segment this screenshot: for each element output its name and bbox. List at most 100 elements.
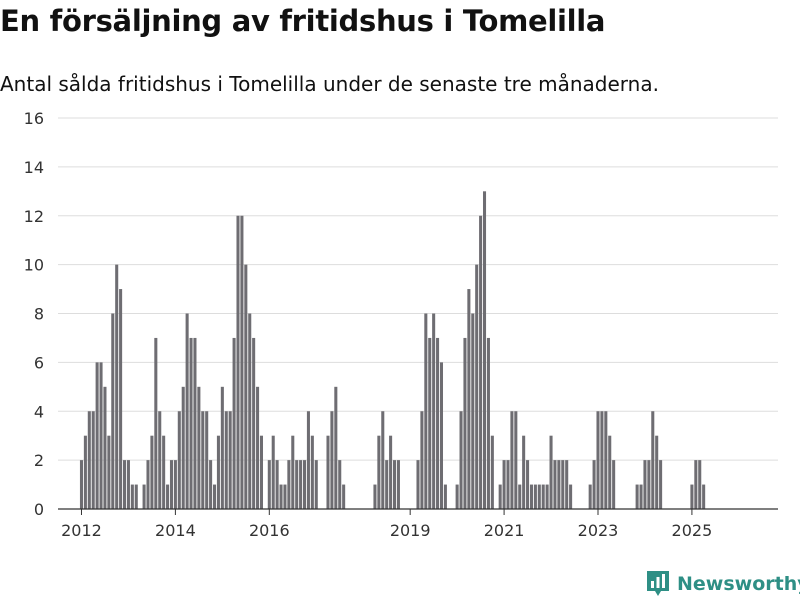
bar: [702, 484, 706, 509]
bar: [639, 484, 643, 509]
bar: [158, 411, 162, 509]
bar: [306, 411, 310, 509]
bar: [529, 484, 534, 509]
bar: [502, 460, 506, 509]
bar: [326, 435, 330, 509]
bar: [498, 484, 502, 509]
bar: [420, 411, 424, 509]
bar: [185, 313, 189, 509]
bar: [439, 362, 444, 509]
bar: [169, 460, 174, 509]
bar: [655, 435, 659, 509]
bar: [526, 460, 530, 509]
bar: [197, 386, 201, 509]
bar: [549, 435, 553, 509]
bar: [91, 411, 95, 509]
x-tick-label: 2016: [249, 521, 290, 540]
bar: [561, 460, 565, 509]
bar: [166, 484, 170, 509]
bar: [436, 337, 440, 509]
bar: [228, 411, 232, 509]
bar: [490, 435, 494, 509]
bar: [475, 264, 479, 509]
bar: [377, 435, 381, 509]
bar: [392, 460, 397, 509]
bar: [334, 386, 338, 509]
bar: [565, 460, 569, 509]
bar: [95, 362, 99, 509]
x-tick-label: 2023: [578, 521, 619, 540]
bar: [201, 411, 205, 509]
y-tick-label: 10: [24, 256, 44, 275]
bar: [385, 460, 389, 509]
bar: [506, 460, 510, 509]
bar: [279, 484, 283, 509]
bar: [177, 411, 181, 509]
bar: [514, 411, 518, 509]
bar: [212, 484, 217, 509]
bar: [119, 289, 123, 509]
bar: [389, 435, 393, 509]
bar: [588, 484, 592, 509]
bar: [189, 337, 193, 509]
bar: [87, 411, 91, 509]
bar: [432, 313, 436, 509]
bar: [134, 484, 138, 509]
bar: [310, 435, 314, 509]
bar: [275, 460, 279, 509]
x-tick-label: 2012: [61, 521, 102, 540]
y-tick-label: 6: [34, 353, 44, 372]
bar: [479, 215, 483, 509]
y-tick-label: 0: [34, 500, 44, 519]
newsworthy-logo-icon: [647, 571, 669, 596]
bar: [459, 411, 463, 509]
bar: [181, 386, 185, 509]
bar: [486, 337, 490, 509]
bar: [338, 460, 342, 509]
bar: [271, 435, 275, 509]
bar: [173, 460, 177, 509]
y-tick-label: 2: [34, 451, 44, 470]
bar: [220, 386, 224, 509]
bar: [216, 435, 220, 509]
bar: [396, 460, 400, 509]
bar: [647, 460, 651, 509]
y-tick-label: 14: [24, 158, 44, 177]
bar: [122, 460, 127, 509]
bar: [299, 460, 303, 509]
bar: [557, 460, 561, 509]
x-tick-label: 2025: [672, 521, 713, 540]
bar: [232, 337, 236, 509]
bar: [205, 411, 209, 509]
y-tick-label: 4: [34, 402, 44, 421]
bar: [252, 337, 256, 509]
bar: [115, 264, 119, 509]
chart-subtitle: Antal sålda fritidshus i Tomelilla under…: [0, 72, 659, 96]
bar: [541, 484, 545, 509]
bar: [267, 460, 271, 509]
bar: [381, 411, 385, 509]
bar: [236, 215, 240, 509]
bar: [600, 411, 604, 509]
bar: [248, 313, 252, 509]
bar: [314, 460, 318, 509]
bar: [518, 484, 522, 509]
bar: [162, 435, 166, 509]
bar: [103, 386, 107, 509]
bar: [522, 435, 526, 509]
bar: [259, 435, 264, 509]
bar: [635, 484, 639, 509]
bar: [545, 484, 549, 509]
bar: [428, 337, 432, 509]
y-tick-label: 12: [24, 207, 44, 226]
bar: [291, 435, 295, 509]
bar: [455, 484, 459, 509]
x-tick-label: 2021: [484, 521, 525, 540]
bar: [295, 460, 299, 509]
bar: [643, 460, 647, 509]
bar: [604, 411, 608, 509]
bar: [533, 484, 537, 509]
bar: [608, 435, 612, 509]
y-tick-label: 8: [34, 305, 44, 324]
brand-logo[interactable]: Newsworthy: [645, 568, 800, 600]
